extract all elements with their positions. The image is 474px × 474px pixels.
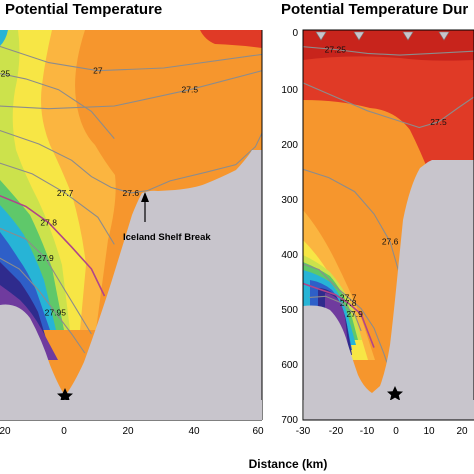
left-bathymetry-base [0,400,262,420]
contour-label: 27.5 [430,117,447,127]
right-bathymetry-base [304,400,474,420]
contour-label: 27.8 [340,298,357,308]
contour-label: 27.8 [40,218,57,228]
right-triangle-marker [438,31,450,41]
contour-line-27-7 [0,162,115,245]
right-x-tick-label: -20 [329,426,344,437]
right-x-tick-label: 10 [423,426,435,437]
right-x-tick-label: -30 [296,426,311,437]
contour-line-27-5 [0,70,262,110]
contour-line-27-9 [309,295,362,332]
right-contours: 27.25 27.5 27.6 27.727.827.9 [303,45,474,398]
right-x-tick-label: 20 [456,426,468,437]
contour-label: 27.25 [325,45,347,55]
x-axis-label: Distance (km) [249,457,328,471]
contour-line-27-25 [0,72,115,139]
left-x-tick-label: 20 [122,426,134,437]
left-x-tick-label: 60 [252,426,264,437]
left-x-ticks: 20 0 20 40 60 [0,426,264,437]
contour-label: 27.25 [0,68,10,78]
right-field-red [303,30,474,177]
right-axes-frame [302,29,474,421]
right-x-ticks: -30 -20 -10 0 10 20 [296,426,468,437]
left-x-tick-label: 40 [188,426,200,437]
contour-line-27-8 [0,194,106,297]
left-field: 27 27.25 27.5 27.6 27.7 27.8 27.9 27.95 [0,30,262,400]
left-bathymetry [0,150,262,400]
contour-line-27-95 [0,257,86,354]
right-y-ticks: 0 100 200 300 400 500 600 700 [281,28,298,426]
right-y-tick-label: 400 [281,250,298,261]
right-y-tick-label: 100 [281,85,298,96]
contour-line-27-25 [303,46,474,56]
shelf-break-label: Iceland Shelf Break [123,232,211,243]
contour-label: 27.6 [123,188,140,198]
contour-label: 27.7 [57,188,74,198]
contour-line-27-5 [303,82,474,129]
right-x-tick-label: -10 [360,426,375,437]
shelf-break-arrowhead [141,192,149,202]
left-x-tick-label: 0 [61,426,67,437]
contour-line-27-8 [303,282,375,348]
contour-label: 27.95 [45,307,67,317]
contour-label: 27.9 [37,253,54,263]
left-x-tick-label: 20 [0,426,11,437]
right-bathymetry [303,160,474,400]
right-y-tick-label: 700 [281,415,298,426]
left-field-red [200,30,262,48]
right-y-tick-label: 300 [281,195,298,206]
contour-line-27-6 [0,129,262,194]
right-triangle-marker [315,31,327,41]
right-panel-title: Potential Temperature Dur [281,1,468,18]
left-panel-title: Potential Temperature [5,1,162,18]
right-field: 27.25 27.5 27.6 27.727.827.9 [303,30,474,400]
left-star-marker [57,388,73,403]
right-y-tick-label: 200 [281,140,298,151]
right-triangle-marker [402,31,414,41]
contour-label: 27.7 [340,292,357,302]
contour-label: 27.9 [346,309,363,319]
left-contours: 27 27.25 27.5 27.6 27.7 27.8 27.9 27.95 [0,45,262,354]
right-x-tick-label: 0 [393,426,399,437]
right-y-tick-label: 500 [281,305,298,316]
right-y-tick-label: 600 [281,360,298,371]
right-y-tick-label: 0 [292,28,298,39]
contour-line-27-9 [0,227,92,335]
right-star-marker [387,386,403,401]
contour-label: 27.5 [182,85,199,95]
left-field-corner-cyan [0,30,8,46]
right-triangle-marker [353,31,365,41]
contour-label: 27 [93,66,103,76]
contour-line-27 [0,45,262,72]
contour-label: 27.6 [382,237,399,247]
